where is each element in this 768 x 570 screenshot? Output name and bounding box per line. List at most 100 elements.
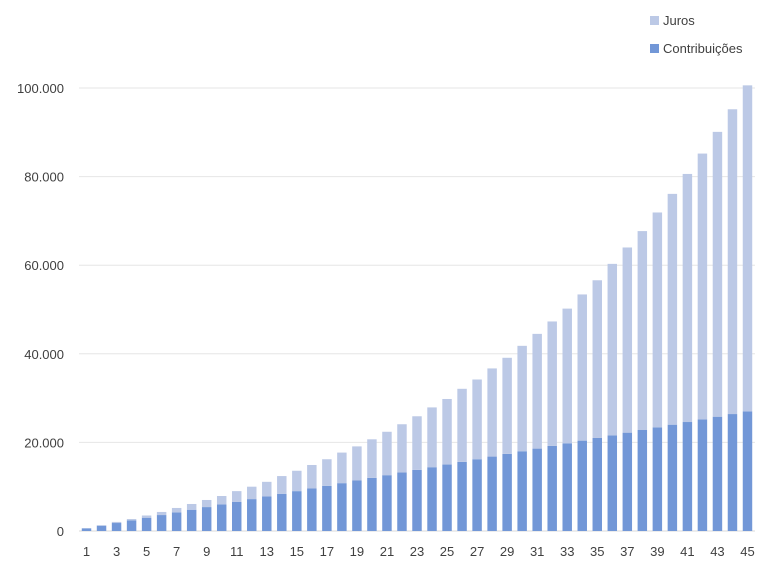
bar-juros xyxy=(697,153,708,420)
bar-juros xyxy=(667,193,678,425)
bar-juros xyxy=(532,333,542,449)
x-tick-label: 21 xyxy=(380,544,394,559)
bar-contribuicoes xyxy=(442,464,452,531)
bar-juros xyxy=(652,212,663,428)
bar-juros xyxy=(216,496,227,505)
bar-juros xyxy=(141,515,152,518)
bar-contribuicoes xyxy=(682,422,693,531)
bar-contribuicoes xyxy=(742,411,753,531)
bar-juros xyxy=(382,431,392,476)
y-tick-label: 20.000 xyxy=(24,435,64,450)
bar-contribuicoes xyxy=(81,528,92,531)
bar-juros xyxy=(577,294,587,441)
bar-contribuicoes xyxy=(322,485,332,531)
bar-contribuicoes xyxy=(457,461,467,531)
x-tick-label: 17 xyxy=(320,544,334,559)
bar-juros xyxy=(742,85,753,412)
bar-contribuicoes xyxy=(517,451,527,531)
bar-contribuicoes xyxy=(427,467,437,531)
bar-contribuicoes xyxy=(637,429,648,531)
bar-juros xyxy=(352,446,362,481)
x-tick-label: 23 xyxy=(410,544,424,559)
bar-contribuicoes xyxy=(607,435,618,531)
bar-juros xyxy=(367,439,377,478)
x-tick-label: 7 xyxy=(173,544,180,559)
bar-juros xyxy=(427,407,437,468)
bar-contribuicoes xyxy=(472,459,482,531)
bar-contribuicoes xyxy=(502,453,512,531)
bar-contribuicoes xyxy=(697,419,708,531)
bar-juros xyxy=(277,476,287,494)
bar-contribuicoes xyxy=(216,504,227,531)
bar-contribuicoes xyxy=(126,520,137,531)
legend-swatch xyxy=(650,44,659,53)
x-tick-label: 41 xyxy=(680,544,694,559)
bar-contribuicoes xyxy=(652,427,663,531)
bar-juros xyxy=(607,263,618,436)
x-tick-label: 35 xyxy=(590,544,604,559)
bar-juros xyxy=(307,464,317,489)
y-tick-label: 100.000 xyxy=(17,81,64,96)
x-axis-tick-labels: 1 3 5 7 9 11 13 15 17 19 21 23 25 27 29 31 33 35 37 39 41 43 4… xyxy=(83,544,755,559)
x-tick-label: 39 xyxy=(650,544,664,559)
bar-juros xyxy=(442,398,452,465)
bar-contribuicoes xyxy=(487,456,497,531)
bar-juros xyxy=(292,470,302,492)
bar-juros xyxy=(562,308,572,444)
bar-contribuicoes xyxy=(111,523,122,531)
bar-contribuicoes xyxy=(712,416,723,531)
bar-juros xyxy=(111,521,122,524)
x-tick-label: 33 xyxy=(560,544,574,559)
legend-swatch xyxy=(650,16,659,25)
x-tick-label: 9 xyxy=(203,544,210,559)
bar-contribuicoes xyxy=(577,440,587,531)
legend: Juros Contribuições xyxy=(650,13,743,56)
bar-juros xyxy=(126,519,137,521)
bar-juros xyxy=(502,357,512,454)
legend-label: Juros xyxy=(663,13,695,28)
bar-contribuicoes xyxy=(171,512,182,531)
bar-contribuicoes xyxy=(277,493,287,531)
x-tick-label: 15 xyxy=(290,544,304,559)
x-tick-label: 37 xyxy=(620,544,634,559)
bars xyxy=(81,85,753,531)
bar-contribuicoes xyxy=(262,496,272,531)
bar-juros xyxy=(517,345,527,452)
bar-contribuicoes xyxy=(247,499,257,531)
bar-contribuicoes xyxy=(532,448,542,531)
y-tick-label: 60.000 xyxy=(24,258,64,273)
bar-juros xyxy=(201,499,212,508)
bar-juros xyxy=(397,424,407,473)
y-tick-label: 40.000 xyxy=(24,347,64,362)
y-axis-tick-labels: 0 20.000 40.000 60.000 80.000 100.000 xyxy=(17,81,64,539)
bar-contribuicoes xyxy=(292,491,302,531)
bar-contribuicoes xyxy=(352,480,362,531)
x-tick-label: 3 xyxy=(113,544,120,559)
legend-label: Contribuições xyxy=(663,41,743,56)
x-tick-label: 27 xyxy=(470,544,484,559)
bar-contribuicoes xyxy=(307,488,317,531)
bar-juros xyxy=(337,452,347,484)
x-tick-label: 1 xyxy=(83,544,90,559)
bar-contribuicoes xyxy=(232,501,242,531)
bar-juros xyxy=(712,131,723,417)
bar-contribuicoes xyxy=(141,517,152,531)
bar-juros xyxy=(547,321,557,446)
bar-juros xyxy=(487,368,497,457)
bar-juros xyxy=(727,109,738,415)
bar-juros xyxy=(156,511,167,516)
bar-juros xyxy=(186,503,197,510)
bar-juros xyxy=(262,481,272,497)
bar-contribuicoes xyxy=(337,483,347,531)
x-tick-label: 25 xyxy=(440,544,454,559)
bar-juros xyxy=(171,507,182,513)
bar-juros xyxy=(457,388,467,462)
bar-contribuicoes xyxy=(412,469,422,531)
bar-juros xyxy=(247,486,257,500)
bar-contribuicoes xyxy=(201,507,212,531)
bar-juros xyxy=(622,247,633,433)
bar-contribuicoes xyxy=(562,443,572,531)
x-tick-label: 31 xyxy=(530,544,544,559)
bar-contribuicoes xyxy=(367,477,377,531)
